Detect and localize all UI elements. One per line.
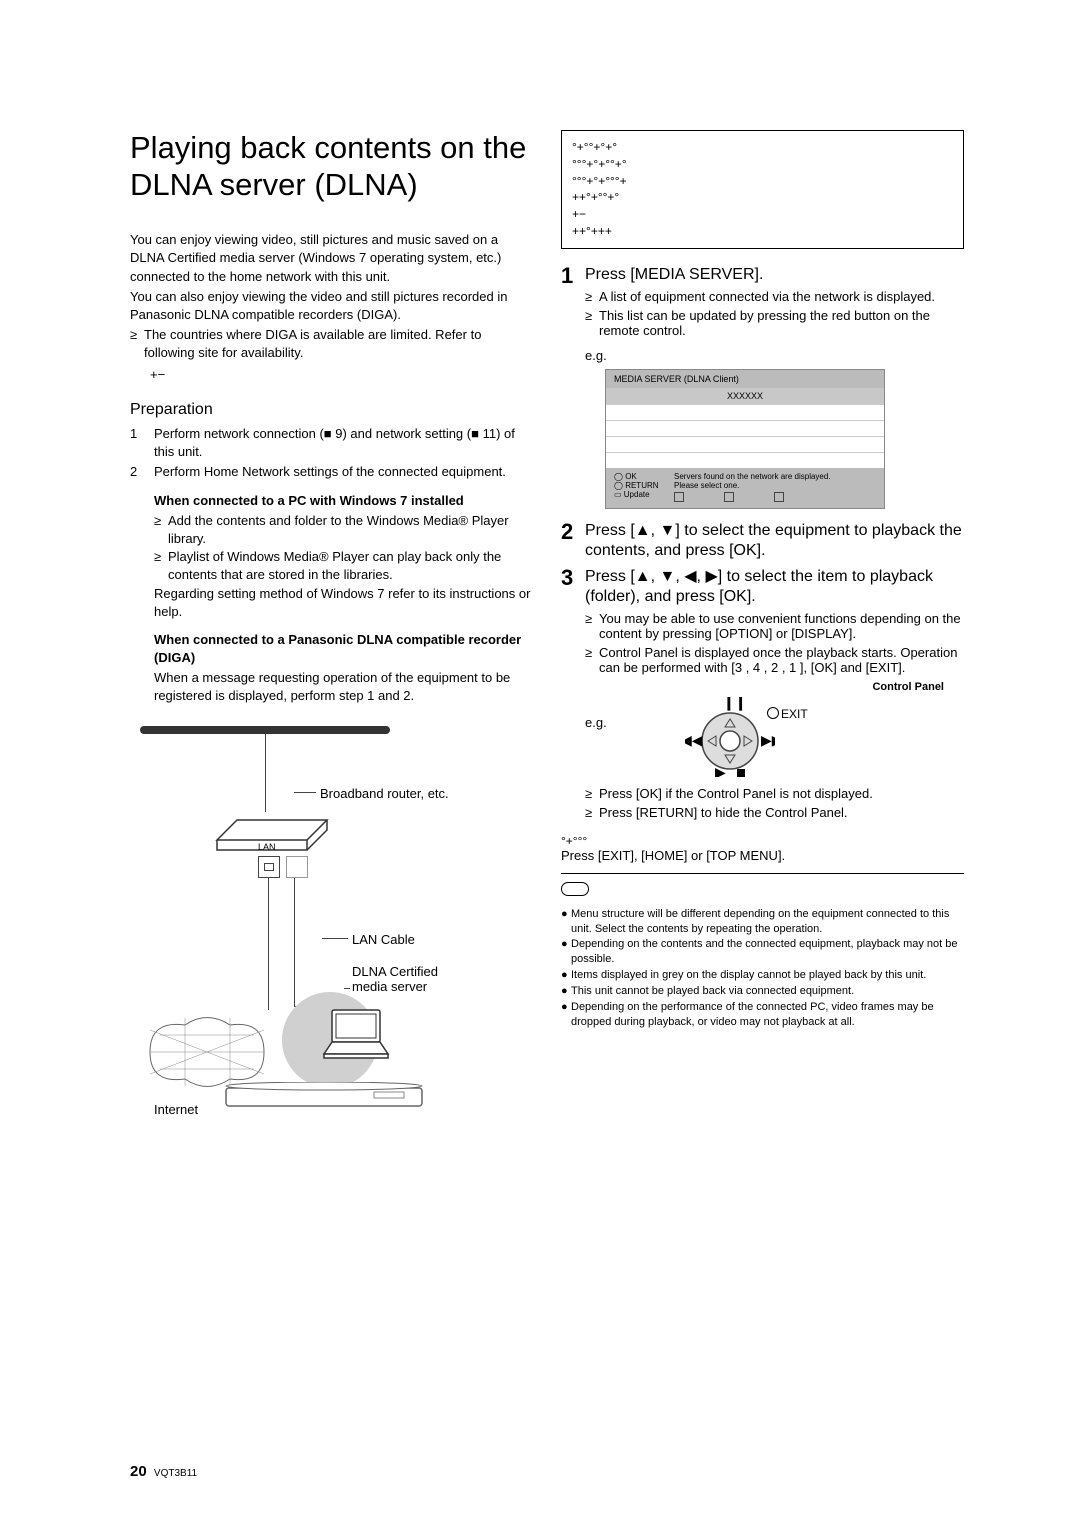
recorder-icon xyxy=(224,1082,424,1112)
svg-text:◀◀: ◀◀ xyxy=(685,732,703,748)
router-label: Broadband router, etc. xyxy=(320,786,449,801)
diga-heading: When connected to a Panasonic DLNA compa… xyxy=(154,631,533,667)
pc-text: Regarding setting method of Windows 7 re… xyxy=(154,585,533,621)
cable-label: LAN Cable xyxy=(352,932,415,947)
step-number-1: 1 xyxy=(561,265,585,338)
step-1-text: Press [MEDIA SERVER]. xyxy=(585,265,964,285)
prep-item-1: Perform network connection (■ 9) and net… xyxy=(154,425,533,461)
lan-port-icon xyxy=(258,856,280,878)
step-number-2: 2 xyxy=(561,521,585,561)
media-server-screen: MEDIA SERVER (DLNA Client) XXXXXX ◯ OK ◯… xyxy=(605,369,885,509)
svg-text:▶▶: ▶▶ xyxy=(761,732,775,748)
notes-list: ●Menu structure will be different depend… xyxy=(561,907,964,1030)
step-2-text: Press [▲, ▼] to select the equipment to … xyxy=(585,521,964,561)
step-3-bullet-1: You may be able to use convenient functi… xyxy=(599,611,964,641)
code-box: °+°°+°+° °°°+°+°°+° °°°+°+°°°+ ++°+°°+° … xyxy=(561,130,964,249)
cp-bullet-1: Press [OK] if the Control Panel is not d… xyxy=(599,786,964,801)
control-panel-label: Control Panel xyxy=(561,681,944,693)
page-number: 20 VQT3B11 xyxy=(130,1463,197,1480)
internet-label: Internet xyxy=(154,1102,198,1117)
cp-example-label: e.g. xyxy=(585,697,685,782)
step-number-3: 3 xyxy=(561,567,585,675)
step-3-bullet-2: Control Panel is displayed once the play… xyxy=(599,645,964,675)
divider xyxy=(561,873,964,874)
intro-paragraph-2: You can also enjoy viewing the video and… xyxy=(130,288,533,324)
prep-num-2: 2 xyxy=(130,463,154,481)
ge-symbol: ≥ xyxy=(154,512,168,548)
note-icon xyxy=(561,882,589,896)
prep-item-2: Perform Home Network settings of the con… xyxy=(154,463,533,481)
pc-bullet-2: Playlist of Windows Media® Player can pl… xyxy=(168,548,533,584)
cable-connector-icon xyxy=(286,856,308,878)
screen-title: MEDIA SERVER (DLNA Client) xyxy=(606,370,884,388)
svg-text:❙❙: ❙❙ xyxy=(723,697,746,711)
cp-bullet-2: Press [RETURN] to hide the Control Panel… xyxy=(599,805,964,820)
ge-symbol: ≥ xyxy=(154,548,168,584)
page-title: Playing back contents on the DLNA server… xyxy=(130,130,533,203)
step-1-bullet-1: A list of equipment connected via the ne… xyxy=(599,289,964,304)
exit-label: EXIT xyxy=(781,707,808,721)
laptop-icon xyxy=(318,1006,398,1062)
unit-bar xyxy=(140,726,390,734)
step-1-bullet-2: This list can be updated by pressing the… xyxy=(599,308,964,338)
diga-text: When a message requesting operation of t… xyxy=(154,669,533,705)
example-label: e.g. xyxy=(585,348,964,363)
prep-num-1: 1 xyxy=(130,425,154,461)
lan-label: LAN xyxy=(258,842,276,852)
control-panel-icon: ❙❙ ◀◀ ▶▶ ▶ EXIT xyxy=(685,697,805,782)
pc-bullet-1: Add the contents and folder to the Windo… xyxy=(168,512,533,548)
preparation-heading: Preparation xyxy=(130,399,533,421)
exit-instruction: Press [EXIT], [HOME] or [TOP MENU]. xyxy=(561,848,964,863)
exit-note-symbol: °+°°° xyxy=(561,834,964,848)
step-3-text: Press [▲, ▼, ◀, ▶] to select the item to… xyxy=(585,567,964,607)
intro-paragraph-1: You can enjoy viewing video, still pictu… xyxy=(130,231,533,286)
ge-symbol: ≥ xyxy=(130,326,144,362)
pc-heading: When connected to a PC with Windows 7 in… xyxy=(154,492,533,510)
network-diagram: Broadband router, etc. LAN LAN Cable DLN… xyxy=(130,726,533,1186)
screen-item: XXXXXX xyxy=(606,388,884,404)
svg-text:▶: ▶ xyxy=(715,764,726,777)
diga-note: The countries where DIGA is available ar… xyxy=(144,326,533,362)
availability-url: +− xyxy=(150,366,533,384)
